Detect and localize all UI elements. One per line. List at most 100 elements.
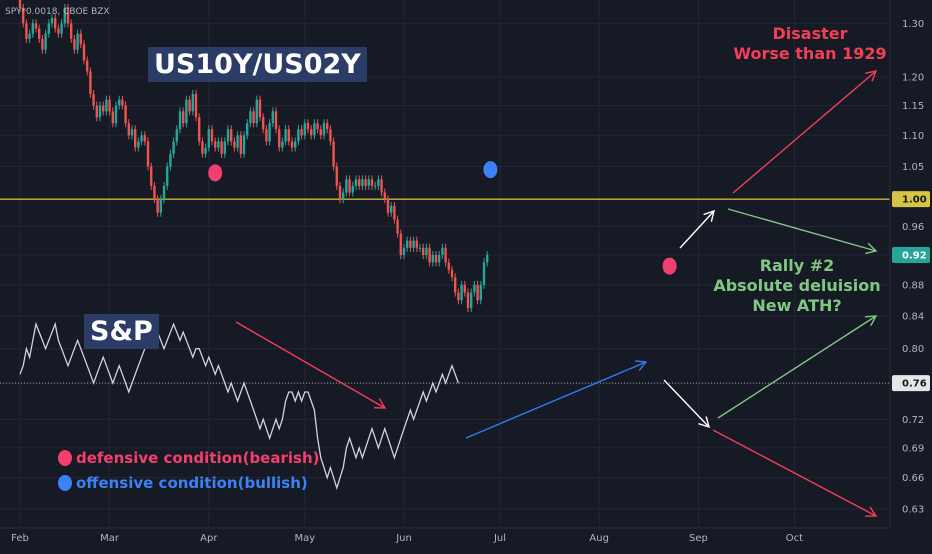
candle-body (137, 141, 140, 148)
candle-body (98, 105, 102, 118)
candle-body (153, 185, 156, 200)
candle-body (95, 105, 98, 118)
candle-body (79, 33, 82, 45)
arrow-ratio-disaster (732, 70, 877, 194)
x-tick-label: Jun (395, 533, 412, 544)
legend-defensive: defensive condition(bearish) (58, 449, 319, 467)
legend-defensive-dot (58, 450, 72, 466)
price-label-box (892, 247, 930, 264)
candle-body (476, 284, 479, 301)
candle-body (121, 99, 124, 106)
candle-body (233, 141, 236, 148)
candle-body (252, 111, 255, 124)
candle-body (274, 111, 278, 130)
candle-body (188, 99, 191, 112)
candle-body (479, 284, 482, 301)
candle-body (86, 60, 89, 72)
grid (0, 0, 890, 528)
candle-body (303, 123, 306, 136)
disaster-note: Disaster Worse than 1929 (720, 24, 900, 64)
candle-body (399, 233, 402, 256)
candle-body (316, 123, 319, 130)
candle-body (322, 123, 326, 136)
candle-body (358, 179, 361, 186)
candle-body (57, 28, 60, 34)
arrow-sp-pullback-head (698, 416, 711, 429)
rally-note-line-1: Rally #2 (759, 256, 835, 275)
candle-body (92, 93, 95, 106)
candle-body (105, 99, 108, 112)
price-label-box (892, 191, 930, 208)
arrow-ratio-bounce (679, 210, 715, 249)
rally-note-line-3: New ATH? (752, 296, 842, 315)
candle-body (418, 247, 422, 249)
candle-body (396, 219, 399, 234)
candle-body (108, 99, 111, 112)
candle-body (226, 129, 230, 142)
candle-body (76, 33, 79, 50)
y-tick-label: 1.30 (902, 19, 924, 30)
candle-body (210, 129, 214, 142)
y-tick-label: 0.84 (902, 312, 924, 323)
condition-markers (208, 161, 677, 275)
candle-body (18, 0, 22, 9)
y-tick-label: 1.15 (902, 101, 924, 112)
rally-note-line-2: Absolute deluision (713, 276, 881, 295)
candle-body (127, 123, 130, 136)
candle-body (383, 192, 386, 200)
candle-body (172, 141, 175, 154)
candle-body (297, 129, 300, 142)
candle-body (265, 129, 268, 142)
x-axis: Feb Mar Apr May Jun Jul Aug Sep Oct (0, 527, 932, 550)
candle-body (140, 135, 143, 142)
candle-body (313, 123, 316, 136)
candle-body (415, 240, 418, 248)
price-label: 0.92 (902, 251, 927, 262)
candle-body (348, 179, 351, 193)
x-tick-label: Feb (11, 533, 29, 544)
candle-body (22, 8, 25, 24)
candle-body (38, 28, 41, 39)
y-tick-label: 0.96 (902, 222, 924, 233)
candle-body (284, 129, 287, 142)
candle-body (262, 117, 265, 130)
candle-body (230, 129, 233, 142)
ratio-title: US10Y/US02Y (148, 47, 367, 82)
candle-body (332, 141, 335, 167)
candle-body (268, 123, 271, 142)
candle-body (194, 93, 198, 118)
y-tick-label: 0.72 (902, 415, 924, 426)
arrow-sp-rise (465, 361, 647, 439)
price-label: 1.00 (902, 195, 927, 206)
candle-body (223, 141, 226, 154)
candle-body (25, 23, 28, 39)
candlestick-series (18, 0, 489, 313)
candle-body (354, 179, 358, 186)
candle-body (393, 205, 396, 220)
arrow-sp-decline-head (373, 398, 387, 409)
candle-body (146, 141, 150, 167)
y-axis: 1.30 1.20 1.15 1.10 1.05 1.00 0.96 0.92 0.88 0.84… (889, 0, 932, 550)
legend-offensive: offensive condition(bullish) (58, 474, 308, 492)
candle-body (450, 269, 454, 278)
candle-body (428, 247, 431, 263)
candle-body (201, 141, 204, 154)
candle-body (473, 284, 476, 293)
candle-body (169, 153, 172, 167)
candle-body (236, 135, 239, 148)
candle-body (220, 141, 223, 154)
x-tick-label: Sep (689, 533, 708, 544)
arrow-ratio-disaster-head (865, 70, 878, 82)
candle-body (463, 284, 466, 293)
candle-body (402, 247, 406, 256)
candle-body (191, 93, 194, 112)
candle-body (460, 284, 463, 301)
candle-body (102, 105, 105, 112)
candle-body (60, 23, 63, 34)
price-labels: 1.00 0.92 0.76 (892, 191, 930, 392)
candle-body (338, 185, 342, 200)
y-tick-label: 0.69 (902, 443, 924, 454)
candle-body (124, 105, 127, 124)
